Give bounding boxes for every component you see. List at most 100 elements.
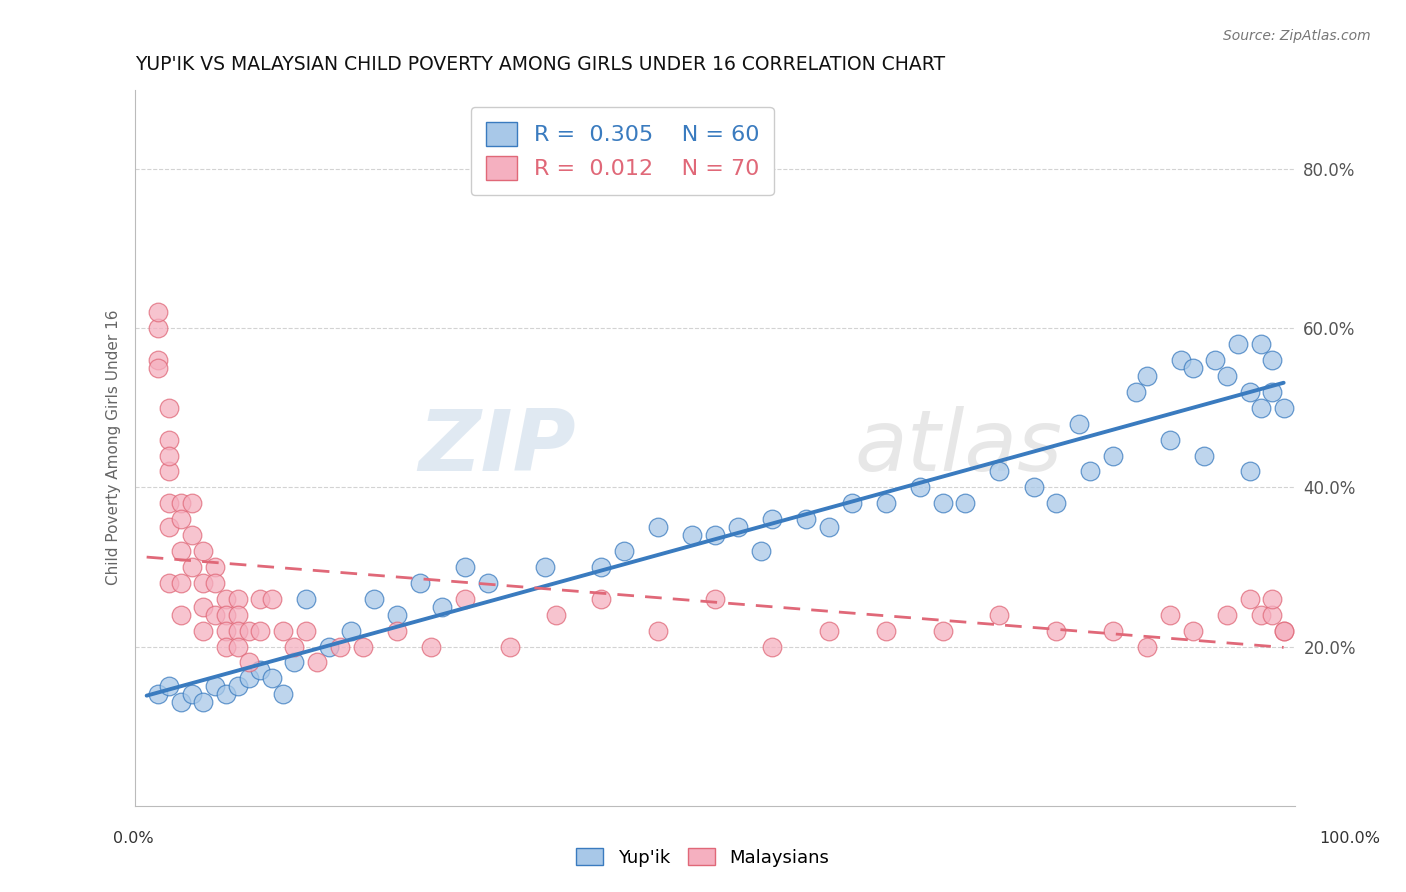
Point: [749, 544, 772, 558]
Point: [226, 607, 249, 622]
Point: [647, 624, 669, 638]
Point: [1204, 353, 1226, 368]
Point: [170, 496, 193, 510]
Point: [1272, 624, 1295, 638]
Point: [170, 544, 193, 558]
Point: [1216, 607, 1239, 622]
Point: [260, 671, 283, 685]
Point: [1261, 353, 1284, 368]
Point: [295, 591, 318, 606]
Point: [340, 624, 363, 638]
Point: [1227, 337, 1250, 351]
Text: 0.0%: 0.0%: [114, 831, 153, 846]
Point: [170, 607, 193, 622]
Point: [1080, 465, 1102, 479]
Point: [249, 664, 271, 678]
Point: [1067, 417, 1090, 431]
Point: [704, 528, 727, 542]
Point: [157, 449, 180, 463]
Point: [1045, 624, 1067, 638]
Point: [146, 687, 169, 701]
Text: 100.0%: 100.0%: [1319, 831, 1381, 846]
Point: [249, 624, 271, 638]
Point: [238, 624, 260, 638]
Point: [249, 591, 271, 606]
Point: [271, 687, 294, 701]
Point: [818, 520, 841, 534]
Point: [193, 599, 215, 614]
Point: [1102, 449, 1125, 463]
Point: [204, 679, 226, 693]
Point: [761, 512, 783, 526]
Point: [238, 671, 260, 685]
Point: [1022, 480, 1045, 494]
Point: [170, 512, 193, 526]
Point: [385, 624, 408, 638]
Point: [647, 520, 669, 534]
Point: [170, 575, 193, 590]
Point: [181, 560, 204, 574]
Point: [1250, 337, 1272, 351]
Point: [1159, 433, 1181, 447]
Point: [1181, 624, 1204, 638]
Text: ZIP: ZIP: [419, 406, 576, 489]
Point: [271, 624, 294, 638]
Point: [157, 496, 180, 510]
Point: [295, 624, 318, 638]
Point: [794, 512, 817, 526]
Point: [352, 640, 374, 654]
Point: [146, 321, 169, 335]
Point: [318, 640, 340, 654]
Point: [215, 607, 238, 622]
Point: [931, 624, 953, 638]
Point: [215, 640, 238, 654]
Point: [1239, 591, 1261, 606]
Point: [1125, 384, 1147, 399]
Point: [988, 607, 1011, 622]
Point: [955, 496, 977, 510]
Point: [181, 496, 204, 510]
Point: [226, 679, 249, 693]
Point: [1239, 465, 1261, 479]
Point: [931, 496, 953, 510]
Point: [454, 560, 477, 574]
Point: [591, 560, 613, 574]
Point: [260, 591, 283, 606]
Point: [613, 544, 636, 558]
Point: [283, 656, 305, 670]
Point: [226, 591, 249, 606]
Point: [841, 496, 863, 510]
Point: [818, 624, 841, 638]
Point: [170, 695, 193, 709]
Point: [1159, 607, 1181, 622]
Text: YUP'IK VS MALAYSIAN CHILD POVERTY AMONG GIRLS UNDER 16 CORRELATION CHART: YUP'IK VS MALAYSIAN CHILD POVERTY AMONG …: [135, 55, 945, 74]
Point: [1216, 369, 1239, 384]
Point: [146, 305, 169, 319]
Point: [193, 695, 215, 709]
Point: [704, 591, 727, 606]
Point: [215, 624, 238, 638]
Point: [761, 640, 783, 654]
Point: [283, 640, 305, 654]
Point: [727, 520, 749, 534]
Point: [1181, 361, 1204, 376]
Text: atlas: atlas: [855, 406, 1063, 489]
Point: [1102, 624, 1125, 638]
Point: [1136, 640, 1159, 654]
Point: [875, 496, 897, 510]
Point: [432, 599, 454, 614]
Y-axis label: Child Poverty Among Girls Under 16: Child Poverty Among Girls Under 16: [107, 310, 121, 585]
Point: [544, 607, 567, 622]
Legend: R =  0.305    N = 60, R =  0.012    N = 70: R = 0.305 N = 60, R = 0.012 N = 70: [471, 107, 773, 194]
Point: [533, 560, 555, 574]
Point: [591, 591, 613, 606]
Point: [146, 353, 169, 368]
Text: Source: ZipAtlas.com: Source: ZipAtlas.com: [1223, 29, 1371, 43]
Point: [499, 640, 522, 654]
Point: [193, 575, 215, 590]
Point: [157, 401, 180, 415]
Point: [1045, 496, 1067, 510]
Point: [215, 687, 238, 701]
Point: [204, 560, 226, 574]
Point: [181, 528, 204, 542]
